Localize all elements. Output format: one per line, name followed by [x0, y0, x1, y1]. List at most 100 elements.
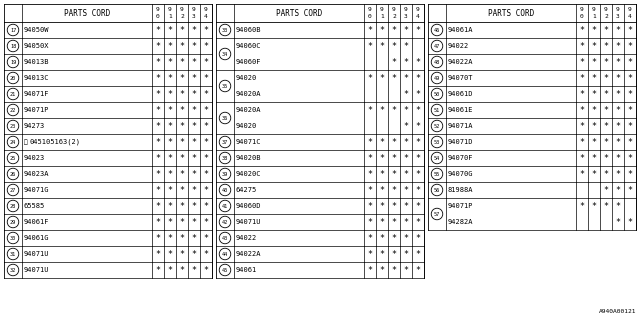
Text: *: * [591, 106, 596, 115]
Text: 94022: 94022 [236, 235, 257, 241]
Text: 39: 39 [222, 172, 228, 177]
Text: *: * [367, 266, 372, 275]
Text: 54: 54 [434, 156, 440, 161]
Text: 3: 3 [616, 14, 620, 20]
Text: *: * [156, 138, 161, 147]
Text: *: * [168, 266, 173, 275]
Text: *: * [627, 58, 632, 67]
Text: 94071C: 94071C [236, 139, 262, 145]
Text: 9: 9 [616, 6, 620, 12]
Text: *: * [591, 74, 596, 83]
Text: *: * [392, 74, 397, 83]
Text: 94070T: 94070T [448, 75, 474, 81]
Text: *: * [380, 154, 385, 163]
Text: *: * [156, 250, 161, 259]
Text: *: * [191, 234, 196, 243]
Text: 94020A: 94020A [236, 107, 262, 113]
Text: 94071A: 94071A [448, 123, 474, 129]
Text: 65585: 65585 [24, 203, 45, 209]
Text: 19: 19 [10, 60, 16, 65]
Text: 3: 3 [404, 14, 408, 20]
Text: 94061G: 94061G [24, 235, 49, 241]
Text: *: * [168, 186, 173, 195]
Text: *: * [191, 138, 196, 147]
Text: 9: 9 [592, 6, 596, 12]
Text: 94020: 94020 [236, 75, 257, 81]
Text: *: * [168, 154, 173, 163]
Text: *: * [179, 234, 184, 243]
Text: *: * [604, 42, 609, 51]
Text: *: * [168, 74, 173, 83]
Text: *: * [367, 186, 372, 195]
Text: *: * [168, 250, 173, 259]
Text: *: * [604, 58, 609, 67]
Text: 31: 31 [10, 252, 16, 257]
Text: *: * [403, 106, 408, 115]
Text: 43: 43 [222, 236, 228, 241]
Text: 56: 56 [434, 188, 440, 193]
Text: 45: 45 [222, 268, 228, 273]
Text: *: * [604, 138, 609, 147]
Text: 57: 57 [434, 212, 440, 217]
Text: 4: 4 [416, 14, 420, 20]
Text: *: * [579, 90, 584, 99]
Text: *: * [403, 218, 408, 227]
Text: 35: 35 [222, 84, 228, 89]
Text: *: * [392, 154, 397, 163]
Text: 94060B: 94060B [236, 27, 262, 33]
Text: *: * [380, 186, 385, 195]
Text: 34: 34 [222, 52, 228, 57]
Text: *: * [191, 122, 196, 131]
Text: *: * [616, 74, 621, 83]
Text: *: * [367, 202, 372, 211]
Text: *: * [604, 122, 609, 131]
Text: *: * [204, 26, 209, 35]
Text: *: * [604, 170, 609, 179]
Text: *: * [604, 202, 609, 211]
Text: *: * [367, 250, 372, 259]
Text: *: * [380, 42, 385, 51]
Text: *: * [367, 106, 372, 115]
Text: *: * [367, 42, 372, 51]
Text: *: * [403, 202, 408, 211]
Text: *: * [156, 170, 161, 179]
Text: 46: 46 [434, 28, 440, 33]
Text: 94023: 94023 [24, 155, 45, 161]
Text: *: * [579, 106, 584, 115]
Text: 94020: 94020 [236, 123, 257, 129]
Text: *: * [403, 122, 408, 131]
Text: 1: 1 [168, 14, 172, 20]
Text: *: * [380, 266, 385, 275]
Text: *: * [179, 250, 184, 259]
Text: *: * [604, 74, 609, 83]
Text: 9: 9 [368, 6, 372, 12]
Text: 4: 4 [628, 14, 632, 20]
Text: *: * [591, 170, 596, 179]
Text: *: * [415, 234, 420, 243]
Text: 24: 24 [10, 140, 16, 145]
Text: *: * [403, 186, 408, 195]
Text: *: * [191, 106, 196, 115]
Text: 36: 36 [222, 116, 228, 121]
Text: 40: 40 [222, 188, 228, 193]
Text: *: * [616, 122, 621, 131]
Text: *: * [591, 122, 596, 131]
Text: 9: 9 [204, 6, 208, 12]
Text: 9: 9 [416, 6, 420, 12]
Text: 1: 1 [380, 14, 384, 20]
Text: 21: 21 [10, 92, 16, 97]
Text: *: * [380, 234, 385, 243]
Text: *: * [616, 170, 621, 179]
Text: 94050X: 94050X [24, 43, 49, 49]
Text: *: * [415, 58, 420, 67]
Text: *: * [403, 234, 408, 243]
Text: *: * [403, 42, 408, 51]
Text: *: * [579, 26, 584, 35]
Text: *: * [392, 138, 397, 147]
Text: 9: 9 [580, 6, 584, 12]
Text: *: * [392, 186, 397, 195]
Text: 55: 55 [434, 172, 440, 177]
Text: *: * [367, 218, 372, 227]
Text: *: * [168, 202, 173, 211]
Text: *: * [156, 122, 161, 131]
